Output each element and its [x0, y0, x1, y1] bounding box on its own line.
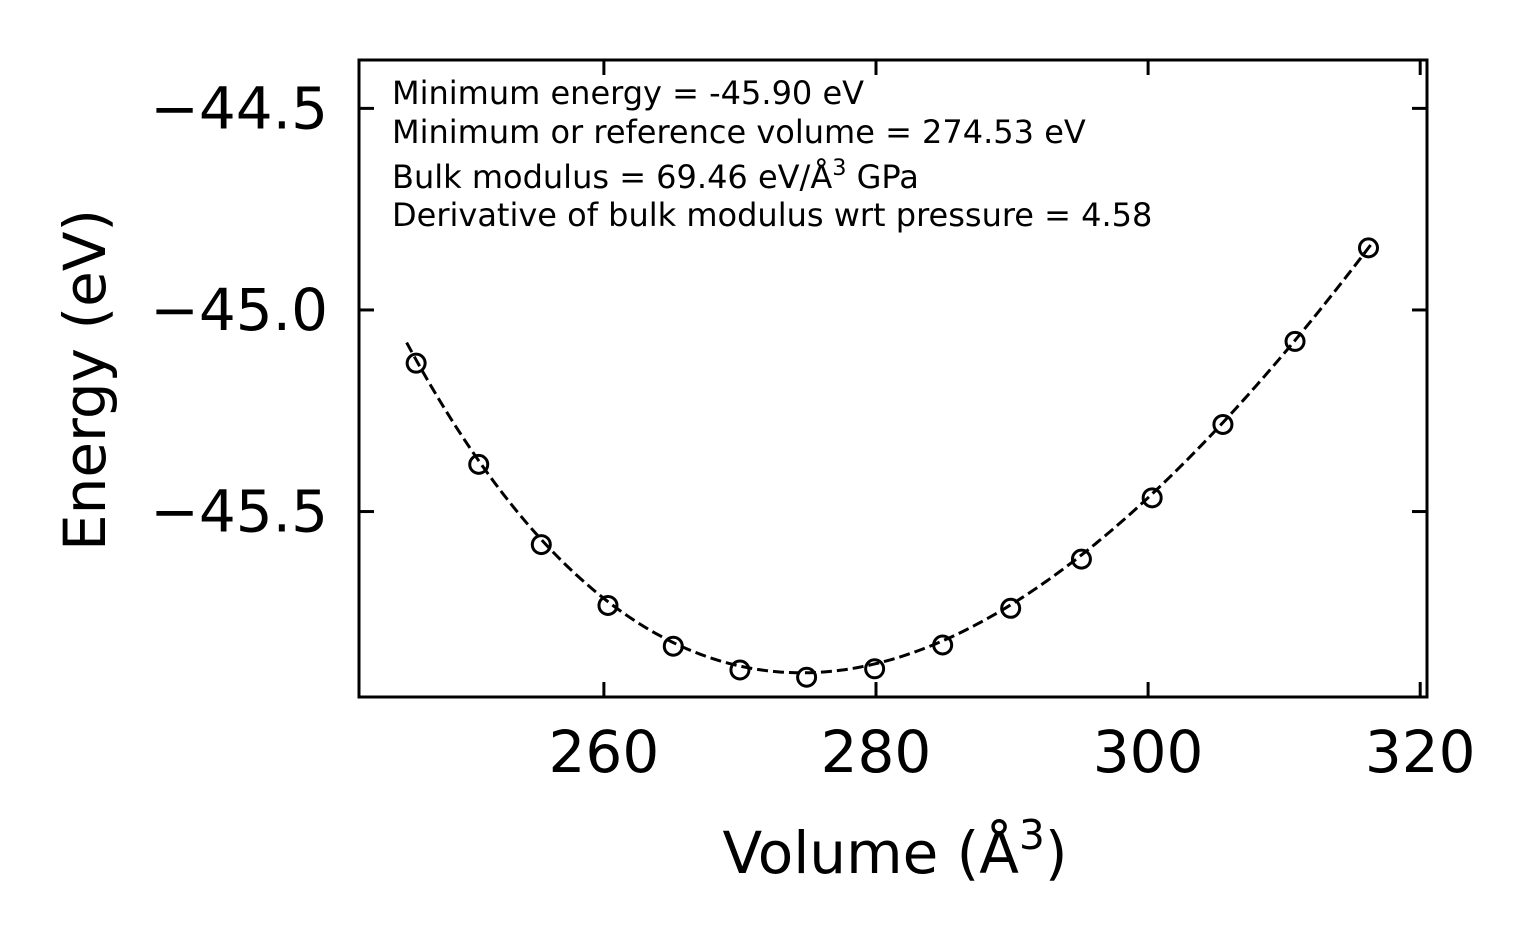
x-axis-title: Volume (Å3)	[723, 811, 1068, 887]
data-point	[468, 453, 490, 475]
data-point	[1000, 597, 1022, 619]
data-point	[729, 659, 751, 681]
data-point	[1357, 237, 1379, 259]
annotation-box: Minimum energy = -45.90 eV Minimum or re…	[392, 74, 1152, 234]
annotation-bulk-modulus-text: Bulk modulus = 69.46 eV/Å	[392, 158, 832, 196]
y-tick-label: −45.0	[150, 276, 328, 344]
data-point	[796, 666, 818, 688]
x-tick-label: 300	[1093, 718, 1204, 786]
x-axis-title-close: )	[1045, 819, 1068, 887]
data-point	[864, 658, 886, 680]
annotation-reference-volume: Minimum or reference volume = 274.53 eV	[392, 113, 1086, 151]
x-tick-label: 320	[1365, 718, 1476, 786]
y-tick-label: −45.5	[150, 478, 328, 546]
x-tick-label: 260	[549, 718, 660, 786]
data-point	[405, 352, 427, 374]
data-point	[1212, 413, 1234, 435]
x-tick-label: 280	[821, 718, 932, 786]
annotation-bulk-modulus-sup: 3	[832, 155, 846, 181]
fit-curve-layer	[405, 241, 1374, 675]
y-tick-label: −44.5	[150, 74, 328, 142]
annotation-bulk-modulus: Bulk modulus = 69.46 eV/Å3 GPa	[392, 155, 919, 196]
plot-frame	[357, 58, 1429, 699]
data-point	[932, 634, 954, 656]
data-point	[597, 594, 619, 616]
x-axis-title-text: Volume (Å	[723, 818, 1020, 887]
annotation-bulk-modulus-suffix: GPa	[846, 158, 918, 196]
annotation-minimum-energy: Minimum energy = -45.90 eV	[392, 74, 864, 112]
x-axis-title-sup: 3	[1019, 811, 1045, 859]
data-point	[1070, 548, 1092, 570]
annotation-bulk-modulus-derivative: Derivative of bulk modulus wrt pressure …	[392, 196, 1152, 234]
y-axis-title: Energy (eV)	[51, 209, 119, 551]
ticks-layer: 260 280 300 320 −44.5 −45.0 −45.5	[150, 60, 1476, 786]
data-point	[530, 534, 552, 556]
data-point	[662, 635, 684, 657]
fit-curve	[405, 241, 1374, 675]
data-point	[1284, 330, 1306, 352]
data-markers-layer	[405, 237, 1379, 688]
data-point	[1141, 487, 1163, 509]
